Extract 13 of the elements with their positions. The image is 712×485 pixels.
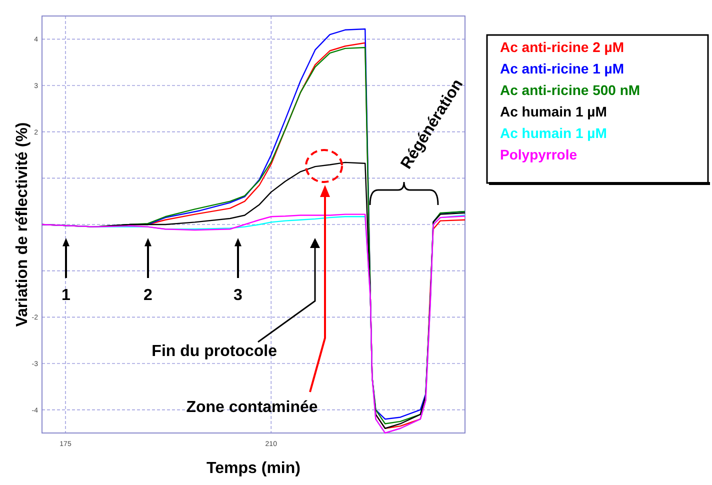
annotation: 1 [62,287,71,304]
y-axis-title: Variation de réflectivité (%) [14,122,31,327]
annotation: Zone contaminée [186,399,318,416]
annotation: 2 [144,287,153,304]
text: Ac humain 1 µM [500,103,607,120]
x-axis-title: Temps (min) [206,460,300,477]
text: Ac anti-ricine 1 µM [500,60,624,76]
text: Ac anti-ricine 500 nM [500,82,640,98]
text: Ac humain 1 µM [500,124,607,141]
text: Ac anti-ricine 2 µM [500,38,624,55]
annotation: 3 [234,287,243,304]
text: Polypyrrole [500,146,578,162]
annotation: Fin du protocole [152,343,278,360]
